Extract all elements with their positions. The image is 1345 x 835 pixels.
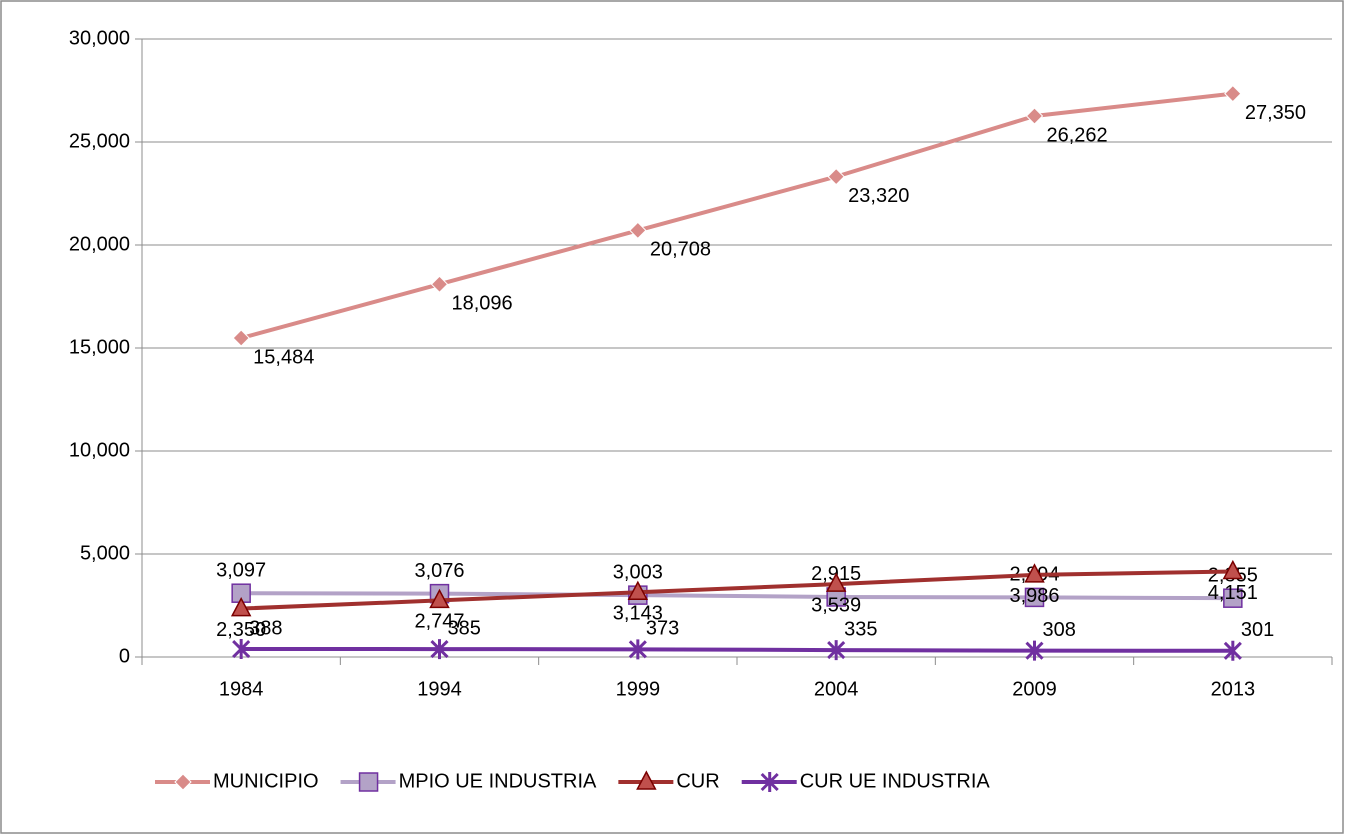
series-line [241, 569, 1233, 611]
data-label: 2,747 [414, 611, 464, 633]
marker [1223, 588, 1243, 608]
x-tick-label: 2013 [1211, 678, 1256, 700]
x-tick-label: 1999 [616, 678, 661, 700]
marker [230, 596, 252, 617]
marker [636, 770, 657, 790]
data-label: 3,539 [811, 594, 861, 616]
legend-label: CUR UE INDUSTRIA [800, 770, 991, 792]
data-label: 3,003 [613, 561, 663, 583]
series-line [240, 91, 1234, 340]
marker [1024, 563, 1045, 583]
data-label: 26,262 [1047, 124, 1108, 146]
marker [628, 639, 647, 660]
marker [1025, 107, 1044, 125]
marker [1222, 559, 1244, 580]
marker [760, 772, 779, 792]
data-label: 335 [844, 618, 877, 640]
x-tick-label: 1984 [219, 678, 264, 700]
marker [232, 639, 251, 660]
marker [429, 588, 450, 609]
y-tick-label: 20,000 [69, 233, 130, 255]
data-label: 3,143 [613, 603, 663, 625]
x-tick-label: 2009 [1012, 678, 1057, 700]
series-line [241, 647, 1233, 653]
series-line [241, 591, 1233, 601]
data-label: 15,484 [253, 346, 314, 368]
legend-label: CUR [676, 770, 719, 792]
data-label: 301 [1241, 619, 1274, 641]
legend-label: MPIO UE INDUSTRIA [399, 770, 597, 792]
data-label: 23,320 [848, 185, 909, 207]
marker [232, 329, 250, 347]
data-label: 4,151 [1208, 582, 1258, 604]
marker [430, 275, 449, 293]
data-label: 388 [249, 617, 282, 639]
data-label: 27,350 [1245, 102, 1306, 124]
y-tick-label: 25,000 [69, 130, 130, 152]
y-tick-label: 15,000 [69, 336, 130, 358]
marker [627, 580, 649, 601]
y-tick-label: 5,000 [80, 542, 130, 564]
data-label: 308 [1043, 619, 1076, 641]
x-tick-label: 1994 [417, 678, 462, 700]
marker [1224, 84, 1242, 103]
y-tick-label: 10,000 [69, 439, 130, 461]
y-tick-label: 0 [119, 645, 130, 667]
data-label: 20,708 [650, 239, 711, 261]
y-tick-label: 30,000 [69, 27, 130, 49]
data-label: 385 [448, 617, 481, 639]
data-label: 373 [646, 618, 679, 640]
marker [1024, 587, 1045, 608]
data-label: 2,350 [216, 619, 266, 641]
data-label: 3,986 [1009, 585, 1059, 607]
marker [174, 773, 192, 791]
marker [827, 167, 845, 186]
data-label: 3,097 [216, 559, 266, 581]
marker [629, 221, 647, 240]
marker [358, 772, 379, 792]
data-label: 18,096 [452, 293, 513, 315]
x-tick-label: 2004 [814, 678, 859, 700]
marker [1223, 640, 1242, 661]
marker [825, 572, 847, 592]
marker [1025, 640, 1044, 661]
data-label: 3,076 [414, 560, 464, 582]
marker [430, 639, 449, 660]
legend-label: MUNICIPIO [213, 770, 319, 792]
marker [827, 640, 846, 661]
